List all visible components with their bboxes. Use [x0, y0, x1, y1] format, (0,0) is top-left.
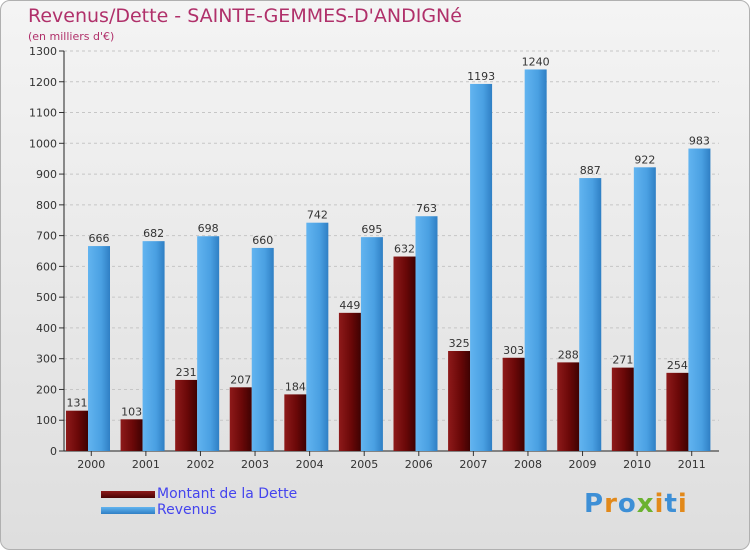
axes: 0 100 200 300 400 500 600 700 800 900 1000 1100 1200…: [29, 45, 719, 471]
bar-debt: [229, 387, 252, 451]
bar-debt: [284, 394, 307, 451]
legend-swatch-revenue: [101, 507, 155, 514]
bar-revenue: [142, 241, 165, 451]
bar-revenue: [251, 247, 274, 451]
x-tick-label: 2004: [296, 458, 324, 471]
data-label-debt: 288: [558, 348, 579, 361]
bar-debt: [66, 410, 88, 451]
data-label-revenue: 922: [634, 153, 655, 166]
data-label-revenue: 887: [580, 164, 601, 177]
x-tick-label: 2001: [132, 458, 160, 471]
x-tick-label: 2008: [514, 458, 542, 471]
data-label-debt: 184: [285, 380, 306, 393]
data-label-debt: 207: [230, 373, 251, 386]
y-tick-label: 800: [36, 199, 57, 212]
x-tick-label: 2002: [186, 458, 214, 471]
bars: [66, 69, 711, 452]
x-tick-label: 2003: [241, 458, 269, 471]
data-label-revenue: 983: [689, 135, 710, 148]
data-label-debt: 271: [612, 354, 633, 367]
y-tick-label: 1000: [29, 137, 57, 150]
x-tick-label: 2005: [350, 458, 378, 471]
data-label-revenue: 698: [198, 222, 219, 235]
data-label-debt: 131: [67, 397, 88, 410]
grid-lines: [64, 50, 719, 421]
y-tick-label: 400: [36, 322, 57, 335]
data-label-revenue: 660: [252, 234, 273, 247]
chart-title: Revenus/Dette - SAINTE-GEMMES-D'ANDIGNé: [28, 5, 462, 27]
data-label-revenue: 1240: [522, 55, 550, 68]
data-label-debt: 231: [176, 366, 197, 379]
bar-revenue: [633, 167, 656, 452]
y-tick-label: 100: [36, 414, 57, 427]
y-tick-label: 500: [36, 291, 57, 304]
data-label-revenue: 695: [361, 223, 382, 236]
bar-debt: [393, 256, 416, 451]
y-tick-label: 200: [36, 383, 57, 396]
bar-debt: [120, 419, 143, 451]
bar-revenue: [688, 148, 711, 452]
bar-revenue: [579, 178, 602, 452]
x-tick-label: 2000: [77, 458, 105, 471]
x-tick-label: 2011: [678, 458, 706, 471]
x-tick-label: 2009: [569, 458, 597, 471]
bar-revenue: [306, 222, 329, 451]
y-tick-label: 1100: [29, 107, 57, 120]
bar-revenue: [470, 83, 493, 451]
bar-debt: [666, 372, 689, 451]
data-label-revenue: 1193: [467, 70, 495, 83]
y-tick-label: 1200: [29, 76, 57, 89]
data-label-debt: 449: [339, 299, 360, 312]
bar-debt: [611, 367, 634, 451]
legend-label-debt: Montant de la Dette: [157, 486, 298, 502]
chart-subtitle: (en milliers d'€): [28, 30, 115, 43]
x-tick-label: 2010: [623, 458, 651, 471]
data-label-revenue: 742: [307, 209, 328, 222]
data-label-debt: 303: [503, 344, 524, 357]
y-tick-label: 0: [50, 445, 57, 458]
bar-debt: [175, 379, 198, 451]
proxiti-logo: Proxiti: [584, 489, 688, 519]
data-label-revenue: 763: [416, 202, 437, 215]
bar-debt: [557, 362, 580, 451]
bar-debt: [338, 312, 361, 451]
legend-swatch-debt: [101, 491, 155, 498]
data-label-debt: 325: [449, 337, 470, 350]
bar-debt: [448, 351, 471, 451]
data-labels: 131 666 103 682 231 698 207 660 184 742 449 695 632 7…: [67, 55, 710, 418]
data-label-debt: 632: [394, 243, 415, 256]
bar-revenue: [197, 236, 220, 451]
y-tick-label: 600: [36, 260, 57, 273]
y-tick-label: 900: [36, 168, 57, 181]
data-label-revenue: 666: [89, 232, 110, 245]
legend-label-revenue: Revenus: [157, 502, 217, 518]
y-tick-label: 300: [36, 353, 57, 366]
bar-revenue: [415, 216, 438, 451]
data-label-debt: 254: [667, 359, 688, 372]
y-tick-label: 1300: [29, 45, 57, 58]
bar-debt: [502, 357, 525, 451]
x-tick-label: 2007: [459, 458, 487, 471]
data-label-revenue: 682: [143, 227, 164, 240]
bar-revenue: [524, 69, 547, 451]
bar-revenue: [360, 237, 383, 451]
data-label-debt: 103: [121, 405, 142, 418]
y-tick-label: 700: [36, 230, 57, 243]
x-tick-label: 2006: [405, 458, 433, 471]
bar-revenue: [88, 246, 110, 451]
